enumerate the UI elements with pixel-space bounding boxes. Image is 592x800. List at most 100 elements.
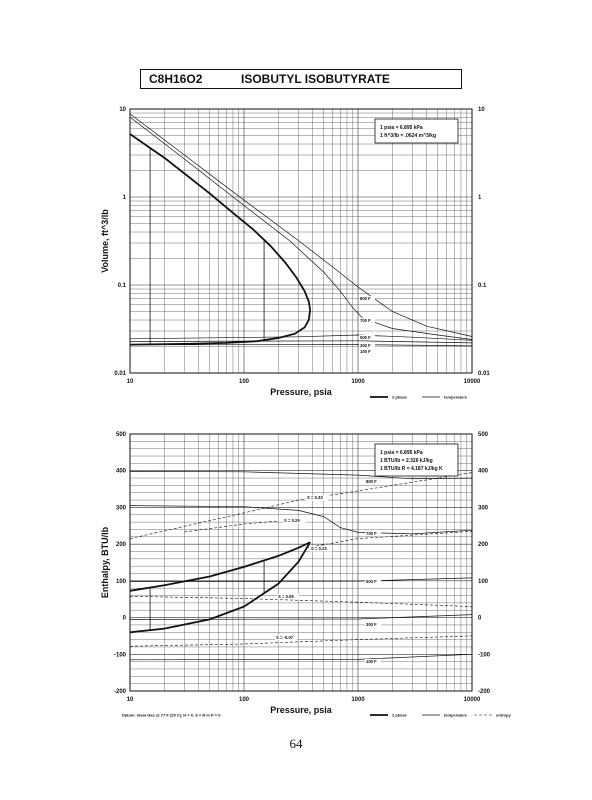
isotherm-line bbox=[129, 577, 473, 582]
y-tick-label-right: 100 bbox=[478, 579, 489, 585]
isotherm-line bbox=[129, 334, 473, 341]
conversion-note-box bbox=[374, 443, 459, 477]
chart-1: 10 100 1000 10000 10 10 1 1 0.1 0.1 0.01 0.01 Pressu… bbox=[100, 107, 490, 400]
y-tick-label-right: 300 bbox=[478, 505, 489, 511]
entropy-label: S = -0.07 bbox=[276, 635, 294, 640]
y-tick-label-left: 10 bbox=[119, 107, 126, 113]
label-background bbox=[283, 518, 305, 524]
label-background bbox=[365, 579, 381, 585]
conversion-note: 1 BTU/lb R = 4.187 kJ/kg K bbox=[380, 466, 443, 472]
saturated-liquid-curve bbox=[129, 309, 311, 346]
isotherm-label: 800 F bbox=[360, 296, 371, 301]
conversion-note: 1 psia = 6.895 kPa bbox=[380, 125, 423, 131]
chart-title-box: C8H16O2 ISOBUTYL ISOBUTYRATE bbox=[140, 69, 462, 89]
x-axis-title: Pressure, psia bbox=[270, 705, 333, 715]
legend-label: temperature bbox=[444, 395, 468, 400]
y-tick-label-left: -200 bbox=[114, 689, 127, 695]
chemical-formula: C8H16O2 bbox=[149, 72, 203, 86]
isotherm-line bbox=[129, 113, 473, 337]
compound-name: ISOBUTYL ISOBUTYRATE bbox=[241, 72, 390, 86]
isotherm-line bbox=[129, 505, 473, 535]
saturated-vapor-curve bbox=[129, 541, 311, 592]
y-tick-label-left: 0 bbox=[123, 616, 127, 622]
x-tick-label: 1000 bbox=[351, 379, 365, 385]
isotherm-line bbox=[129, 340, 473, 344]
isotherm-line bbox=[129, 344, 473, 347]
y-tick-label-left: 400 bbox=[116, 469, 127, 475]
x-tick-label: 10 bbox=[127, 697, 134, 703]
entropy-line bbox=[129, 596, 473, 607]
entropy-line bbox=[129, 635, 473, 647]
isotherm-label: 300 F bbox=[360, 343, 371, 348]
x-tick-label: 100 bbox=[239, 697, 250, 703]
plot-frame bbox=[129, 433, 473, 692]
x-tick-label: 100 bbox=[239, 379, 250, 385]
isotherm-line bbox=[129, 116, 473, 340]
label-background bbox=[359, 335, 375, 341]
isotherm-line bbox=[129, 614, 473, 620]
x-tick-label: 10000 bbox=[464, 697, 481, 703]
x-tick-label: 10 bbox=[127, 379, 134, 385]
label-background bbox=[277, 594, 299, 600]
y-tick-label-right: -200 bbox=[478, 689, 491, 695]
saturated-liquid-curve bbox=[129, 541, 311, 634]
y-tick-label-right: 0 bbox=[478, 616, 482, 622]
y-tick-label-right: 400 bbox=[478, 469, 489, 475]
x-tick-label: 10000 bbox=[464, 379, 481, 385]
entropy-line bbox=[129, 472, 473, 539]
conversion-note: 1 ft^3/lb = .0624 m^3/kg bbox=[380, 133, 436, 139]
legend-label: 2 phase bbox=[392, 395, 408, 400]
isotherm-label: 700 F bbox=[360, 318, 371, 323]
y-axis-title: Enthalpy, BTU/lb bbox=[100, 526, 110, 598]
entropy-label: S = 0.29 bbox=[284, 518, 300, 523]
legend-label: temperature bbox=[444, 713, 468, 718]
x-tick-label: 1000 bbox=[351, 697, 365, 703]
isotherm-label: 500 F bbox=[360, 335, 371, 340]
label-background bbox=[275, 635, 297, 641]
isotherm-label: 800 F bbox=[366, 479, 377, 484]
conversion-note: 1 BTU/lb = 2.326 kJ/kg bbox=[380, 458, 433, 464]
y-axis-title: Volume, ft^3/lb bbox=[100, 209, 110, 273]
y-tick-label-left: 1 bbox=[123, 195, 127, 201]
y-tick-label-right: 10 bbox=[478, 107, 485, 113]
legend-label: entropy bbox=[496, 713, 511, 718]
label-background bbox=[365, 622, 381, 628]
isotherm-label: 100 F bbox=[360, 349, 371, 354]
y-tick-label-left: 500 bbox=[116, 432, 127, 438]
y-tick-label-right: 1 bbox=[478, 195, 482, 201]
label-background bbox=[359, 343, 375, 349]
entropy-line bbox=[184, 520, 279, 533]
y-tick-label-left: 100 bbox=[116, 579, 127, 585]
x-axis-title: Pressure, psia bbox=[270, 387, 333, 397]
isotherm-label: 300 F bbox=[366, 622, 377, 627]
isotherm-line bbox=[129, 653, 473, 661]
label-background bbox=[306, 495, 328, 501]
label-background bbox=[359, 349, 375, 355]
label-background bbox=[365, 479, 381, 485]
plot-frame bbox=[129, 108, 473, 374]
y-tick-label-left: 0.1 bbox=[118, 283, 127, 289]
entropy-line bbox=[305, 531, 473, 549]
isotherm-line bbox=[129, 471, 473, 480]
y-tick-label-left: -100 bbox=[114, 652, 127, 658]
legend-label: 2 phase bbox=[392, 713, 408, 718]
label-background bbox=[310, 546, 332, 552]
y-tick-label-right: 500 bbox=[478, 432, 489, 438]
y-tick-label-right: 0.1 bbox=[478, 283, 487, 289]
entropy-label: S = 0.09 bbox=[278, 594, 294, 599]
conversion-note-box bbox=[374, 118, 459, 144]
entropy-label: S = 0.23 bbox=[311, 546, 327, 551]
y-tick-label-right: -100 bbox=[478, 652, 491, 658]
label-background bbox=[359, 318, 375, 324]
isotherm-label: 100 F bbox=[366, 659, 377, 664]
y-tick-label-left: 0.01 bbox=[114, 371, 126, 377]
label-background bbox=[359, 296, 375, 302]
page-number: 64 bbox=[289, 736, 303, 751]
y-tick-label-left: 300 bbox=[116, 505, 127, 511]
isotherm-label: 700 F bbox=[366, 531, 377, 536]
y-tick-label-left: 200 bbox=[116, 542, 127, 548]
saturated-vapor-curve bbox=[129, 133, 311, 311]
entropy-label: S = 0.33 bbox=[307, 495, 323, 500]
